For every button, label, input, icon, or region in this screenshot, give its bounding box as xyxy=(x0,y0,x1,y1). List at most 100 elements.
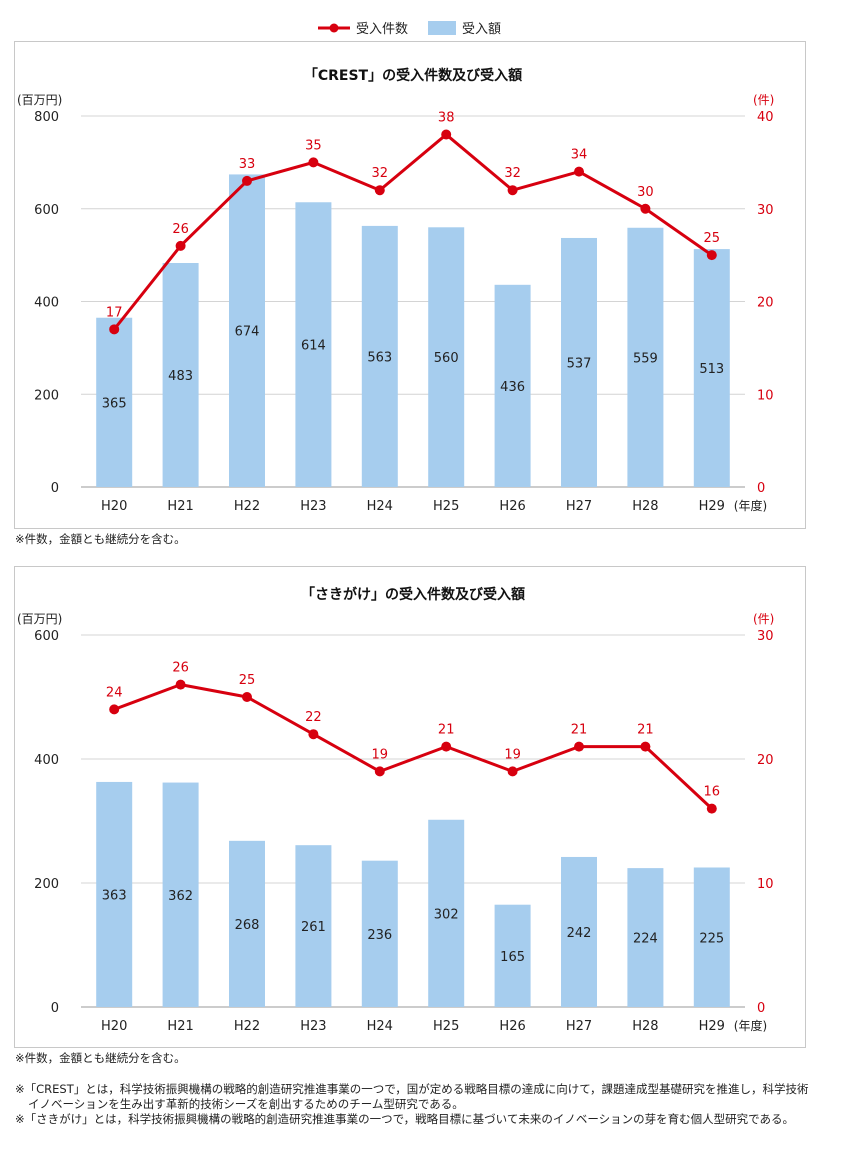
sakigake-bar-value-label: 225 xyxy=(699,931,724,946)
crest-count-label: 30 xyxy=(637,185,654,200)
crest-bar xyxy=(428,227,465,488)
crest-count-point xyxy=(242,175,252,186)
crest-bar-value-label: 614 xyxy=(301,339,326,354)
crest-bar xyxy=(229,174,265,487)
sakigake-left-tick-label: 600 xyxy=(34,629,59,644)
footnote-crest: ※「CREST」とは，科学技術振興機構の戦略的創造研究推進事業の一つで，国が定め… xyxy=(15,1082,809,1111)
sakigake-chart: 「さきがけ」の受入件数及び受入額 0 200 400 600 0 10 20 30 (百万円) (件… xyxy=(17,586,774,1034)
crest-right-axis-label: (件) xyxy=(753,93,774,107)
sakigake-count-label: 21 xyxy=(438,723,455,738)
crest-count-label: 38 xyxy=(438,111,455,126)
crest-category-label: H22 xyxy=(234,499,260,514)
crest-count-point xyxy=(308,157,319,168)
sakigake-right-tick-label: 20 xyxy=(757,753,774,768)
sakigake-bar-value-label: 268 xyxy=(235,918,260,933)
sakigake-chart-panel: 「さきがけ」の受入件数及び受入額 0 200 400 600 0 10 20 30 (百万円) (件… xyxy=(14,566,806,1048)
sakigake-count-point xyxy=(308,729,319,740)
sakigake-bar-value-label: 302 xyxy=(434,907,459,922)
sakigake-left-tick-label: 400 xyxy=(34,753,59,768)
sakigake-left-tick-label: 0 xyxy=(51,1001,59,1016)
crest-count-label: 34 xyxy=(571,148,588,163)
crest-count-point xyxy=(441,129,452,140)
crest-category-label: H28 xyxy=(632,499,658,514)
sakigake-title: 「さきがけ」の受入件数及び受入額 xyxy=(301,586,525,603)
sakigake-x-unit-label: (年度) xyxy=(734,1018,767,1033)
crest-count-point xyxy=(175,240,186,251)
sakigake-count-point xyxy=(507,766,518,777)
crest-count-point xyxy=(374,185,385,196)
sakigake-category-label: H22 xyxy=(234,1019,260,1034)
sakigake-count-label: 26 xyxy=(172,661,189,676)
crest-chart: 「CREST」の受入件数及び受入額 0 200 400 600 800 0 10 20 30 40 (… xyxy=(17,67,774,514)
sakigake-category-label: H20 xyxy=(101,1019,127,1034)
crest-x-unit-label: (年度) xyxy=(734,498,767,513)
sakigake-count-label: 24 xyxy=(106,685,123,700)
sakigake-bar xyxy=(295,845,332,1007)
footnote-sakigake: ※「さきがけ」とは，科学技術振興機構の戦略的創造研究推進事業の一つで，戦略目標に… xyxy=(15,1112,794,1126)
crest-count-point xyxy=(109,324,120,335)
sakigake-bar xyxy=(162,782,199,1007)
sakigake-right-axis-label: (件) xyxy=(753,612,774,626)
sakigake-bar-value-label: 362 xyxy=(168,889,193,904)
crest-bar-value-label: 559 xyxy=(633,351,658,366)
sakigake-bar-value-label: 236 xyxy=(367,928,392,943)
crest-category-label: H23 xyxy=(300,499,326,514)
sakigake-count-point xyxy=(175,679,186,690)
sakigake-category-label: H26 xyxy=(499,1019,525,1034)
crest-count-point xyxy=(706,250,717,261)
crest-count-point xyxy=(574,166,584,177)
crest-left-tick-label: 400 xyxy=(34,296,59,311)
crest-bar-value-label: 674 xyxy=(235,325,260,340)
crest-category-label: H25 xyxy=(433,499,459,514)
crest-count-line xyxy=(113,133,713,331)
sakigake-right-tick-label: 0 xyxy=(757,1001,765,1016)
crest-count-point xyxy=(640,203,651,214)
sakigake-count-point xyxy=(109,704,120,715)
crest-left-tick-label: 800 xyxy=(34,110,59,125)
crest-left-tick-label: 200 xyxy=(34,388,59,403)
crest-category-label: H21 xyxy=(167,499,193,514)
sakigake-count-label: 21 xyxy=(571,723,588,738)
crest-category-label: H27 xyxy=(566,499,592,514)
footnotes: ※「CREST」とは，科学技術振興機構の戦略的創造研究推進事業の一つで，国が定め… xyxy=(15,1082,815,1127)
sakigake-bar-value-label: 261 xyxy=(301,920,326,935)
crest-count-label: 25 xyxy=(704,231,721,246)
sakigake-category-label: H25 xyxy=(433,1019,459,1034)
sakigake-count-label: 22 xyxy=(305,710,322,725)
crest-count-label: 32 xyxy=(504,166,521,181)
crest-bar-value-label: 560 xyxy=(434,351,459,366)
sakigake-bar xyxy=(627,868,664,1007)
crest-chart-note: ※件数，金額とも継続分を含む。 xyxy=(15,532,186,546)
legend-bar-label: 受入額 xyxy=(462,22,501,37)
crest-left-tick-label: 600 xyxy=(34,203,59,218)
crest-count-label: 26 xyxy=(172,222,189,237)
sakigake-count-point xyxy=(574,741,584,752)
sakigake-count-label: 21 xyxy=(637,723,654,738)
crest-category-label: H26 xyxy=(499,499,525,514)
sakigake-bar xyxy=(229,840,265,1007)
crest-count-label: 35 xyxy=(305,138,322,153)
crest-bar-value-label: 563 xyxy=(367,350,392,365)
sakigake-bar xyxy=(361,860,398,1007)
sakigake-left-tick-label: 200 xyxy=(34,877,59,892)
sakigake-count-point xyxy=(374,766,385,777)
crest-left-axis-label: (百万円) xyxy=(17,93,62,107)
sakigake-count-line xyxy=(113,683,713,810)
crest-count-label: 33 xyxy=(239,157,256,172)
sakigake-count-label: 19 xyxy=(504,747,521,762)
crest-left-tick-label: 0 xyxy=(51,481,59,496)
legend-line-marker xyxy=(329,23,339,33)
sakigake-left-axis-label: (百万円) xyxy=(17,612,62,626)
sakigake-chart-note: ※件数，金額とも継続分を含む。 xyxy=(15,1051,186,1065)
crest-bar-value-label: 513 xyxy=(699,362,724,377)
sakigake-bar xyxy=(693,867,730,1007)
crest-bar-value-label: 436 xyxy=(500,380,525,395)
sakigake-bar xyxy=(428,819,465,1007)
sakigake-count-point xyxy=(441,741,452,752)
crest-title: 「CREST」の受入件数及び受入額 xyxy=(304,67,522,84)
sakigake-bar xyxy=(494,904,531,1007)
sakigake-right-tick-label: 10 xyxy=(757,877,774,892)
crest-count-point xyxy=(507,185,518,196)
crest-right-tick-label: 0 xyxy=(757,481,765,496)
crest-category-label: H24 xyxy=(367,499,393,514)
